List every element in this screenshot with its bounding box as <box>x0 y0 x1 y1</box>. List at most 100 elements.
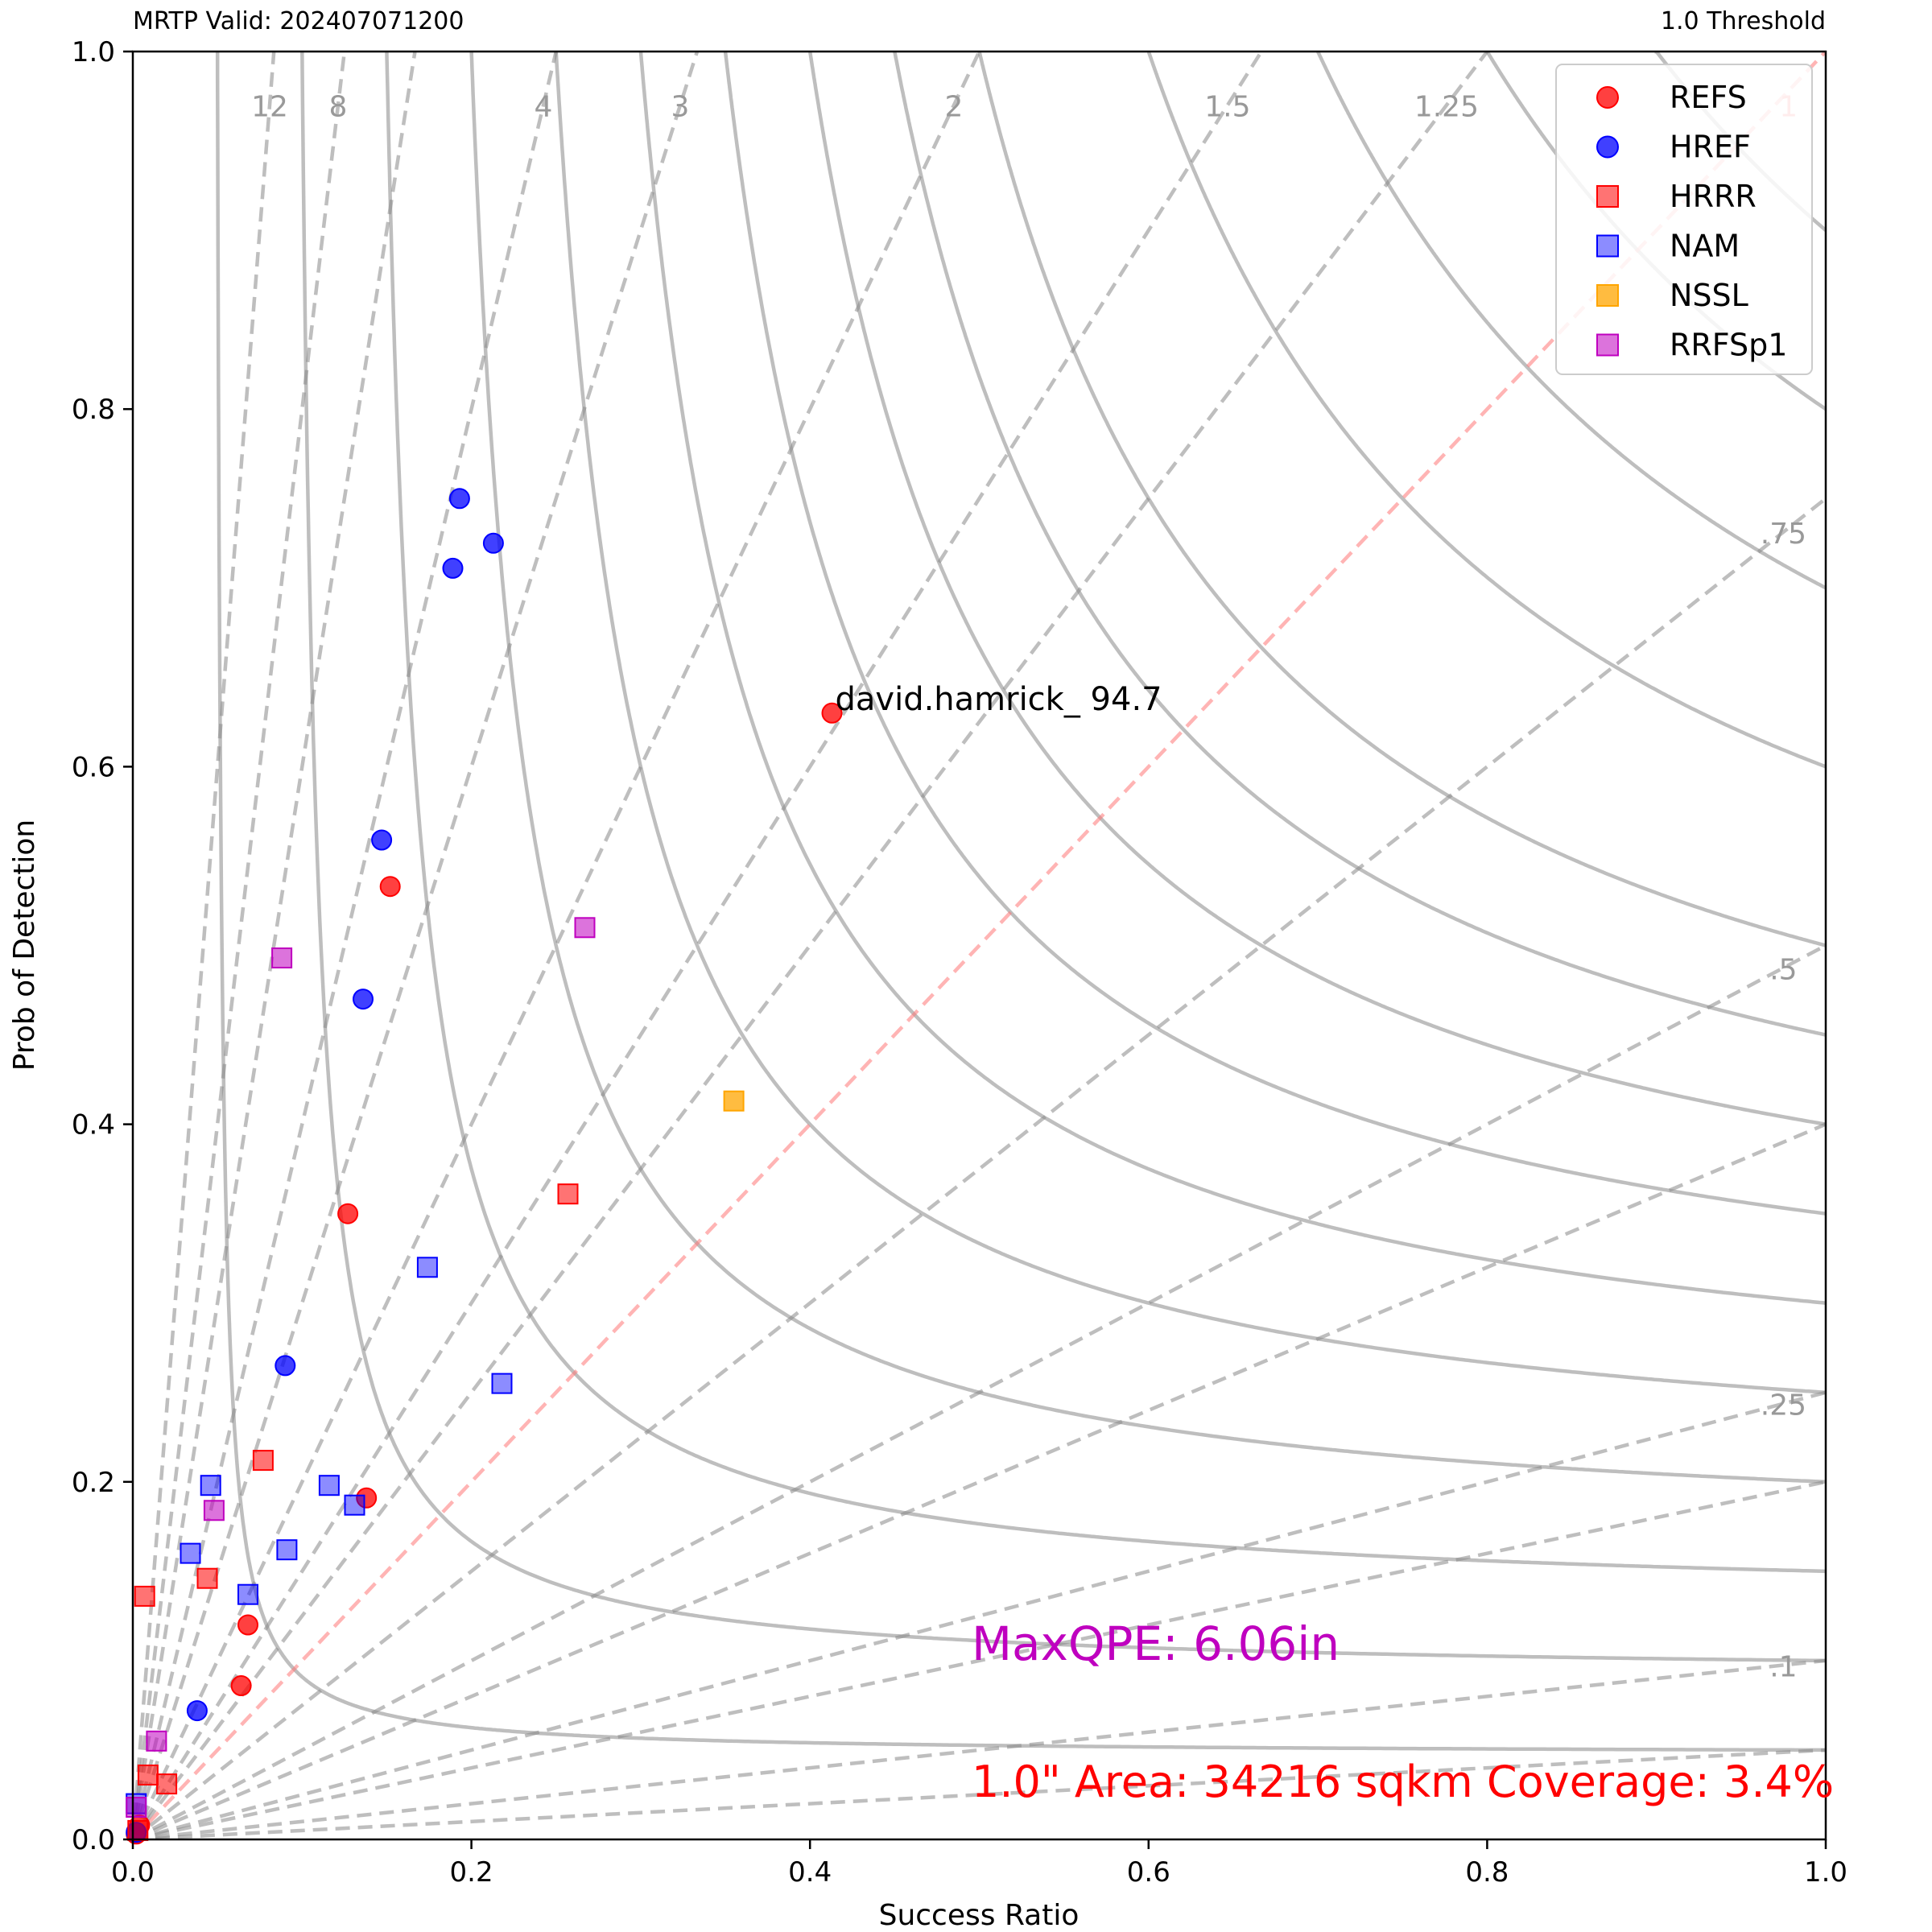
series-NAM <box>126 1257 513 1814</box>
HRRR-point-6 <box>127 1819 149 1841</box>
csi-contour-0.45 <box>893 52 1826 1037</box>
HRRR-point-1 <box>252 1450 274 1472</box>
REFS-point-3 <box>356 1487 378 1509</box>
y-tick-label-0.2: 0.2 <box>72 1467 115 1499</box>
bias-line-3 <box>133 52 700 1839</box>
legend-marker-REFS <box>1596 86 1619 109</box>
legend-marker-NSSL <box>1596 284 1619 307</box>
csi-contour-0.25 <box>554 52 1826 1395</box>
legend-label-RRFSp1: RRFSp1 <box>1670 328 1787 363</box>
legend-label-HRRR: HRRR <box>1670 179 1757 214</box>
maxqpe-text: MaxQPE: 6.06in <box>972 1616 1340 1671</box>
NAM-point-6 <box>180 1542 201 1564</box>
NAM-point-1 <box>491 1373 513 1394</box>
header-left: MRTP Valid: 202407071200 <box>133 7 464 35</box>
x-tick-label-1.0: 1.0 <box>1804 1856 1847 1889</box>
bias-line-0.25 <box>133 1390 1826 1839</box>
HRRR-point-0 <box>557 1183 579 1205</box>
y-tick-label-0.6: 0.6 <box>72 751 115 783</box>
bias-line-1 <box>133 52 1826 1839</box>
plot-frame <box>131 50 1827 1841</box>
HREF-point-4 <box>353 989 374 1010</box>
legend-item-HREF: HREF <box>1596 130 1751 165</box>
csi-contour-0.35 <box>723 52 1826 1216</box>
csi-contour-0.6 <box>1146 52 1826 769</box>
legend-item-NSSL: NSSL <box>1596 278 1748 313</box>
legend-item-REFS: REFS <box>1596 80 1747 115</box>
bias-line-0.4 <box>133 1122 1826 1839</box>
NAM-point-7 <box>237 1583 258 1605</box>
NSSL-point-0 <box>723 1090 745 1112</box>
legend-label-HREF: HREF <box>1670 130 1751 165</box>
NAM-point-0 <box>416 1257 438 1278</box>
HRRR-point-4 <box>137 1765 159 1785</box>
bias-label-12: 12 <box>251 91 288 124</box>
RRFSp1-point-3 <box>146 1730 167 1752</box>
legend-label-NSSL: NSSL <box>1670 278 1748 313</box>
legend: REFS HREF HRRR NAM NSSL RRFSp1 <box>1555 64 1813 375</box>
RRFSp1-point-0 <box>574 917 596 939</box>
legend-box <box>1555 64 1813 375</box>
bias-label-8: 8 <box>329 91 348 124</box>
bias-line-0.2 <box>133 1480 1826 1839</box>
HRRR-point-5 <box>156 1773 178 1795</box>
NAM-point-4 <box>200 1475 221 1496</box>
annotations: david.hamrick_ 94.7 <box>836 681 1162 718</box>
HREF-point-1 <box>482 532 504 554</box>
series-RRFSp1 <box>126 917 596 1818</box>
HRRR-point-3 <box>134 1585 155 1607</box>
HREF-point-5 <box>275 1355 296 1377</box>
legend-item-HRRR: HRRR <box>1596 179 1757 214</box>
legend-marker-NAM <box>1596 234 1619 258</box>
csi-contour-0.3 <box>638 52 1826 1305</box>
REFS-point-4 <box>237 1614 258 1636</box>
csi-contour-0.5 <box>977 52 1826 947</box>
bias-line-4 <box>133 52 559 1839</box>
data-points <box>126 488 843 1845</box>
area-coverage-text: 1.0" Area: 34216 sqkm Coverage: 3.4% <box>972 1757 1834 1807</box>
legend-marker-RRFSp1 <box>1596 333 1619 357</box>
series-NSSL <box>723 1090 745 1112</box>
x-tick-label-0.2: 0.2 <box>450 1856 493 1889</box>
legend-item-RRFSp1: RRFSp1 <box>1596 328 1787 363</box>
x-axis-label: Success Ratio <box>879 1899 1080 1932</box>
REFS-point-0 <box>821 702 843 724</box>
HREF-point-2 <box>442 557 464 579</box>
RRFSp1-point-1 <box>271 947 293 968</box>
bias-line-0.05 <box>133 1748 1826 1839</box>
bias-label-3: 3 <box>671 91 690 124</box>
y-tick-label-0.4: 0.4 <box>72 1109 115 1141</box>
NAM-point-2 <box>318 1475 340 1496</box>
HREF-point-3 <box>371 829 393 851</box>
y-tick-label-0.0: 0.0 <box>72 1824 115 1856</box>
series-HRRR <box>127 1183 579 1841</box>
bias-label-1.5: 1.5 <box>1204 91 1250 124</box>
REFS-point-2 <box>337 1203 359 1224</box>
point-annotation-0: david.hamrick_ 94.7 <box>836 681 1162 718</box>
bias-label-.5: .5 <box>1769 953 1797 986</box>
bias-label-1.25: 1.25 <box>1414 91 1479 124</box>
csi-contour-0.2 <box>469 52 1826 1484</box>
y-axis-label: Prob of Detection <box>8 819 41 1071</box>
csi-contour-0.05 <box>215 52 1826 1752</box>
bias-line-1.25 <box>133 52 1490 1839</box>
bias-lines <box>133 52 1826 1839</box>
legend-item-NAM: NAM <box>1596 229 1740 264</box>
x-tick-label-0.8: 0.8 <box>1465 1856 1509 1889</box>
header-right: 1.0 Threshold <box>1661 7 1826 35</box>
x-tick-label-0.0: 0.0 <box>111 1856 155 1889</box>
legend-marker-HREF <box>1596 135 1619 159</box>
HREF-point-0 <box>448 488 470 510</box>
legend-label-NAM: NAM <box>1670 229 1740 264</box>
csi-contour-0.7 <box>1315 52 1826 590</box>
bias-label-.75: .75 <box>1761 518 1806 551</box>
bias-label-2: 2 <box>945 91 964 124</box>
NAM-point-5 <box>276 1539 298 1561</box>
RRFSp1-point-2 <box>203 1500 225 1521</box>
y-tick-label-1.0: 1.0 <box>72 36 115 68</box>
bias-line-0.75 <box>133 496 1826 1839</box>
bias-label-4: 4 <box>535 91 553 124</box>
HREF-point-6 <box>186 1700 208 1722</box>
HRRR-point-2 <box>196 1567 218 1589</box>
